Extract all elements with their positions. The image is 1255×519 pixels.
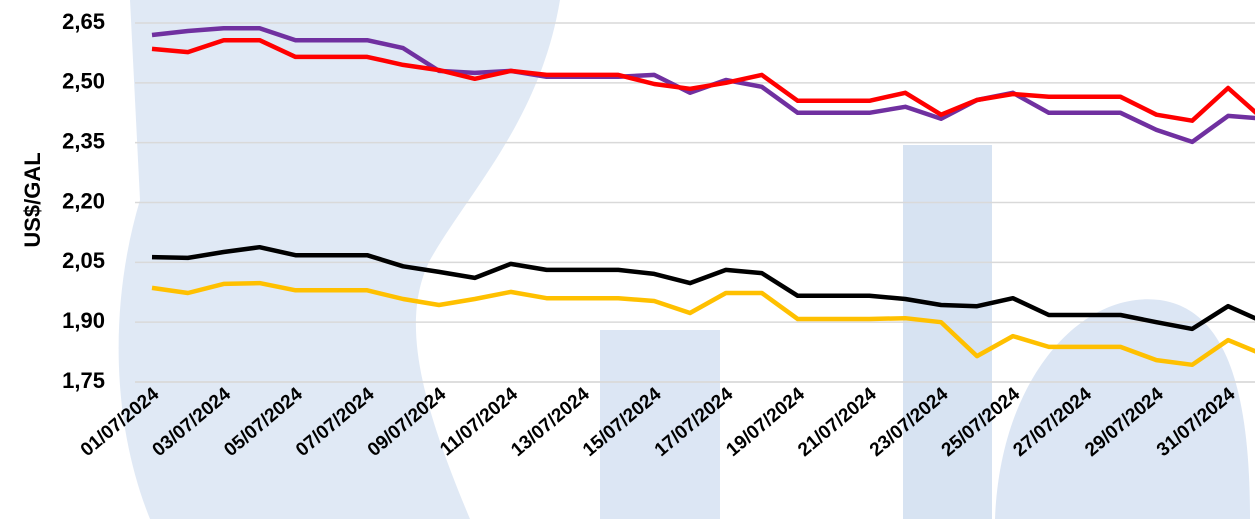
y-tick-label: 2,20 bbox=[62, 188, 105, 213]
y-tick-label: 2,50 bbox=[62, 69, 105, 94]
x-tick-label: 13/07/2024 bbox=[507, 383, 594, 460]
x-tick-label: 21/07/2024 bbox=[794, 383, 881, 460]
series-line bbox=[151, 244, 1255, 332]
y-tick-label: 1,90 bbox=[62, 308, 105, 333]
y-tick-label: 2,65 bbox=[62, 9, 105, 34]
y-tick-label: 2,35 bbox=[62, 128, 105, 153]
y-tick-label: 2,05 bbox=[62, 248, 105, 273]
series-line bbox=[151, 37, 1255, 123]
watermark bbox=[118, 0, 1250, 519]
y-tick-label: 1,75 bbox=[62, 368, 105, 393]
series-line bbox=[151, 280, 1255, 368]
x-tick-label: 19/07/2024 bbox=[723, 383, 810, 460]
y-axis-title: US$/GAL bbox=[20, 152, 45, 247]
